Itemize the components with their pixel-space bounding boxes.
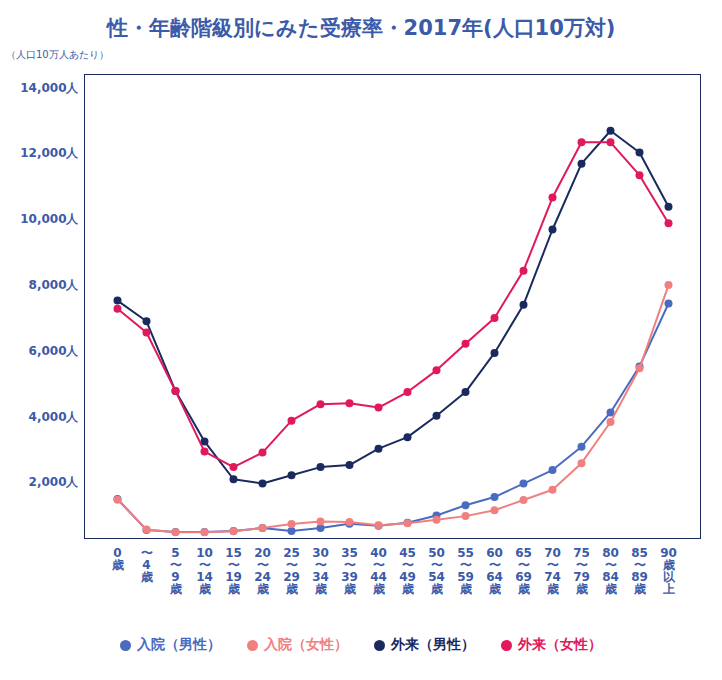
svg-text:〜4歳: 〜4歳 [140, 546, 153, 584]
svg-text:0歳: 0歳 [111, 546, 124, 572]
svg-text:10,000人: 10,000人 [20, 212, 79, 226]
svg-text:70〜74歳: 70〜74歳 [544, 546, 561, 596]
svg-text:50〜54歳: 50〜54歳 [428, 546, 445, 596]
svg-text:14,000人: 14,000人 [20, 81, 79, 95]
svg-text:2,000人: 2,000人 [29, 475, 80, 489]
html-text:入院（女性）: 入院（女性） [264, 636, 348, 652]
svg-text:65〜69歳: 65〜69歳 [515, 546, 532, 596]
svg-text:75〜79歳: 75〜79歳 [573, 546, 590, 596]
svg-text:40〜44歳: 40〜44歳 [370, 546, 387, 596]
svg-text:10〜14歳: 10〜14歳 [196, 546, 213, 596]
svg-text:8,000人: 8,000人 [29, 278, 80, 292]
svg-text:90歳以上: 90歳以上 [660, 546, 677, 596]
html-text:性・年齢階級別にみた受療率・2017年(人口10万対): 性・年齢階級別にみた受療率・2017年(人口10万対) [106, 16, 616, 40]
svg-text:5〜9歳: 5〜9歳 [169, 546, 182, 596]
svg-text:80〜84歳: 80〜84歳 [602, 546, 619, 596]
html-text:（人口10万人あたり）: （人口10万人あたり） [6, 49, 109, 60]
svg-text:20〜24歳: 20〜24歳 [254, 546, 271, 596]
svg-text:60〜64歳: 60〜64歳 [486, 546, 503, 596]
svg-text:30〜34歳: 30〜34歳 [312, 546, 329, 596]
html-text:外来（女性）: 外来（女性） [518, 636, 602, 652]
svg-text:12,000人: 12,000人 [20, 146, 79, 160]
svg-text:15〜19歳: 15〜19歳 [225, 546, 242, 596]
svg-text:25〜29歳: 25〜29歳 [283, 546, 300, 596]
svg-text:6,000人: 6,000人 [29, 344, 80, 358]
html-text:入院（男性）: 入院（男性） [137, 636, 221, 652]
html-text:外来（男性）: 外来（男性） [391, 636, 475, 652]
svg-text:55〜59歳: 55〜59歳 [457, 546, 474, 596]
svg-text:45〜49歳: 45〜49歳 [399, 546, 416, 596]
svg-text:85〜89歳: 85〜89歳 [631, 546, 648, 596]
svg-text:4,000人: 4,000人 [29, 410, 80, 424]
svg-text:35〜39歳: 35〜39歳 [341, 546, 358, 596]
